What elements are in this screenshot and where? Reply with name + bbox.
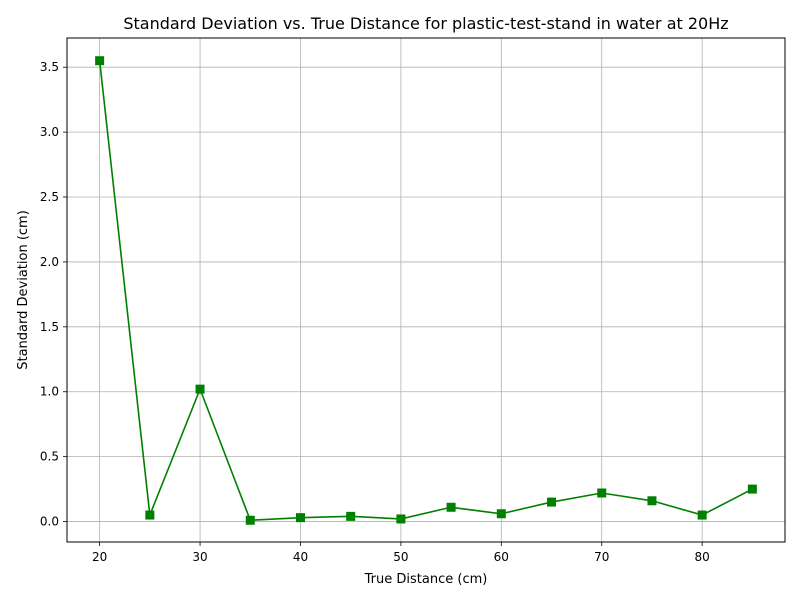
chart-title: Standard Deviation vs. True Distance for… bbox=[123, 14, 728, 33]
grid-lines bbox=[67, 38, 785, 542]
data-point bbox=[346, 511, 356, 521]
y-tick-label: 2.0 bbox=[40, 255, 59, 269]
series-layer bbox=[95, 56, 757, 525]
x-tick-label: 60 bbox=[494, 550, 509, 564]
y-tick-label: 1.0 bbox=[40, 385, 59, 399]
y-tick-label: 1.5 bbox=[40, 320, 59, 334]
data-point bbox=[647, 496, 657, 506]
y-tick-label: 0.5 bbox=[40, 450, 59, 464]
x-tick-label: 40 bbox=[293, 550, 308, 564]
data-point bbox=[295, 513, 305, 523]
data-point bbox=[446, 502, 456, 512]
data-point bbox=[747, 484, 757, 494]
data-point bbox=[597, 488, 607, 498]
data-point bbox=[145, 510, 155, 520]
y-tick-label: 3.5 bbox=[40, 60, 59, 74]
x-axis-label: True Distance (cm) bbox=[364, 572, 488, 587]
y-axis-label: Standard Deviation (cm) bbox=[16, 210, 31, 370]
x-tick-label: 30 bbox=[192, 550, 207, 564]
x-tick-label: 70 bbox=[594, 550, 609, 564]
plot-area-background bbox=[67, 38, 785, 542]
data-point bbox=[496, 509, 506, 519]
axis-ticks: 20 30 40 50 60 70 80 0.0 0.5 1.0 1.5 2.0 2.5 3.0 3.5 bbox=[40, 60, 710, 564]
x-tick-label: 20 bbox=[92, 550, 107, 564]
x-tick-label: 80 bbox=[695, 550, 710, 564]
data-point bbox=[195, 384, 205, 394]
data-point bbox=[95, 56, 105, 66]
y-tick-label: 3.0 bbox=[40, 125, 59, 139]
y-tick-label: 0.0 bbox=[40, 515, 59, 529]
data-point bbox=[697, 510, 707, 520]
data-point bbox=[396, 514, 406, 524]
series-line bbox=[98, 60, 753, 522]
x-tick-label: 50 bbox=[393, 550, 408, 564]
y-tick-label: 2.5 bbox=[40, 190, 59, 204]
plot-area-frame bbox=[66, 37, 786, 543]
data-point bbox=[245, 515, 255, 525]
data-point bbox=[547, 497, 557, 507]
